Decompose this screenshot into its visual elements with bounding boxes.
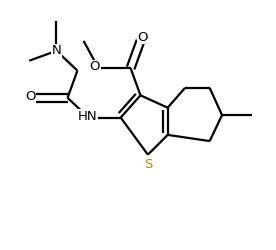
Text: O: O bbox=[25, 90, 36, 103]
Text: N: N bbox=[52, 44, 61, 57]
Text: HN: HN bbox=[78, 110, 97, 123]
Text: O: O bbox=[138, 31, 148, 44]
Text: S: S bbox=[144, 158, 152, 171]
Text: O: O bbox=[89, 60, 100, 74]
